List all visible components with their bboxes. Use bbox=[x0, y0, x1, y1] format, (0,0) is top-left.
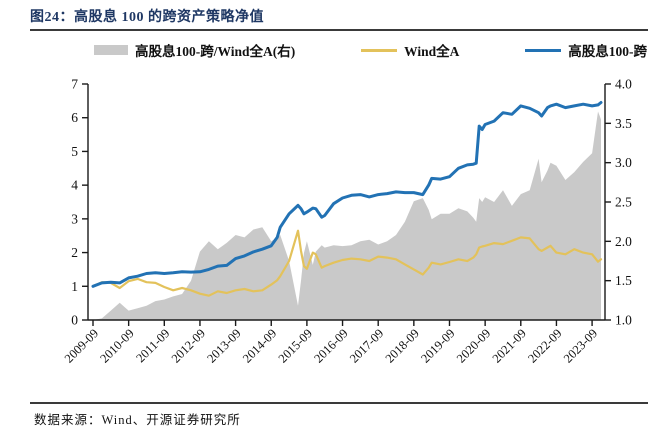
svg-text:2023-09: 2023-09 bbox=[561, 326, 600, 365]
legend-label-ratio: 高股息100-跨/Wind全A(右) bbox=[135, 44, 296, 59]
chart-legend: 高股息100-跨/Wind全A(右) Wind全A 高股息100-跨 bbox=[94, 39, 647, 61]
svg-text:4: 4 bbox=[71, 178, 78, 193]
legend-item-wind: Wind全A bbox=[361, 40, 459, 60]
svg-text:1.0: 1.0 bbox=[615, 313, 632, 328]
legend-line-swatch-wind-icon bbox=[361, 48, 398, 52]
svg-text:3.0: 3.0 bbox=[615, 155, 632, 170]
legend-item-strategy: 高股息100-跨 bbox=[525, 40, 647, 60]
svg-text:2016-09: 2016-09 bbox=[311, 326, 350, 365]
svg-text:2: 2 bbox=[71, 245, 78, 260]
svg-text:2021-09: 2021-09 bbox=[490, 326, 529, 365]
data-source: 数据来源：Wind、开源证券研究所 bbox=[34, 413, 241, 427]
svg-text:4.0: 4.0 bbox=[615, 77, 632, 92]
legend-area-swatch-icon bbox=[94, 45, 128, 55]
svg-text:2019-09: 2019-09 bbox=[418, 326, 457, 365]
title-rule bbox=[30, 29, 648, 31]
legend-label-wind: Wind全A bbox=[404, 44, 460, 59]
svg-text:2.0: 2.0 bbox=[615, 234, 632, 249]
svg-text:2018-09: 2018-09 bbox=[383, 326, 422, 365]
figure-title: 图24：高股息 100 的跨资产策略净值 bbox=[30, 10, 264, 25]
svg-text:2017-09: 2017-09 bbox=[347, 326, 386, 365]
svg-text:3.5: 3.5 bbox=[615, 116, 632, 131]
svg-text:2015-09: 2015-09 bbox=[276, 326, 315, 365]
footer-rule bbox=[30, 402, 648, 404]
svg-text:1: 1 bbox=[71, 279, 78, 294]
svg-text:0: 0 bbox=[71, 313, 78, 328]
svg-text:2012-09: 2012-09 bbox=[169, 326, 208, 365]
svg-text:2.5: 2.5 bbox=[615, 195, 632, 210]
svg-text:2010-09: 2010-09 bbox=[97, 326, 136, 365]
svg-text:3: 3 bbox=[71, 211, 78, 226]
svg-text:5: 5 bbox=[71, 144, 78, 159]
legend-line-swatch-strategy-icon bbox=[525, 48, 562, 52]
svg-text:6: 6 bbox=[71, 110, 78, 125]
svg-text:2014-09: 2014-09 bbox=[240, 326, 279, 365]
svg-text:2011-09: 2011-09 bbox=[133, 326, 172, 365]
svg-text:2020-09: 2020-09 bbox=[454, 326, 493, 365]
svg-text:2013-09: 2013-09 bbox=[204, 326, 243, 365]
legend-label-strategy: 高股息100-跨 bbox=[568, 44, 647, 59]
svg-text:2022-09: 2022-09 bbox=[525, 326, 564, 365]
legend-item-ratio: 高股息100-跨/Wind全A(右) bbox=[94, 40, 295, 60]
svg-text:2009-09: 2009-09 bbox=[62, 326, 101, 365]
svg-text:7: 7 bbox=[71, 77, 78, 92]
svg-text:1.5: 1.5 bbox=[615, 273, 632, 288]
